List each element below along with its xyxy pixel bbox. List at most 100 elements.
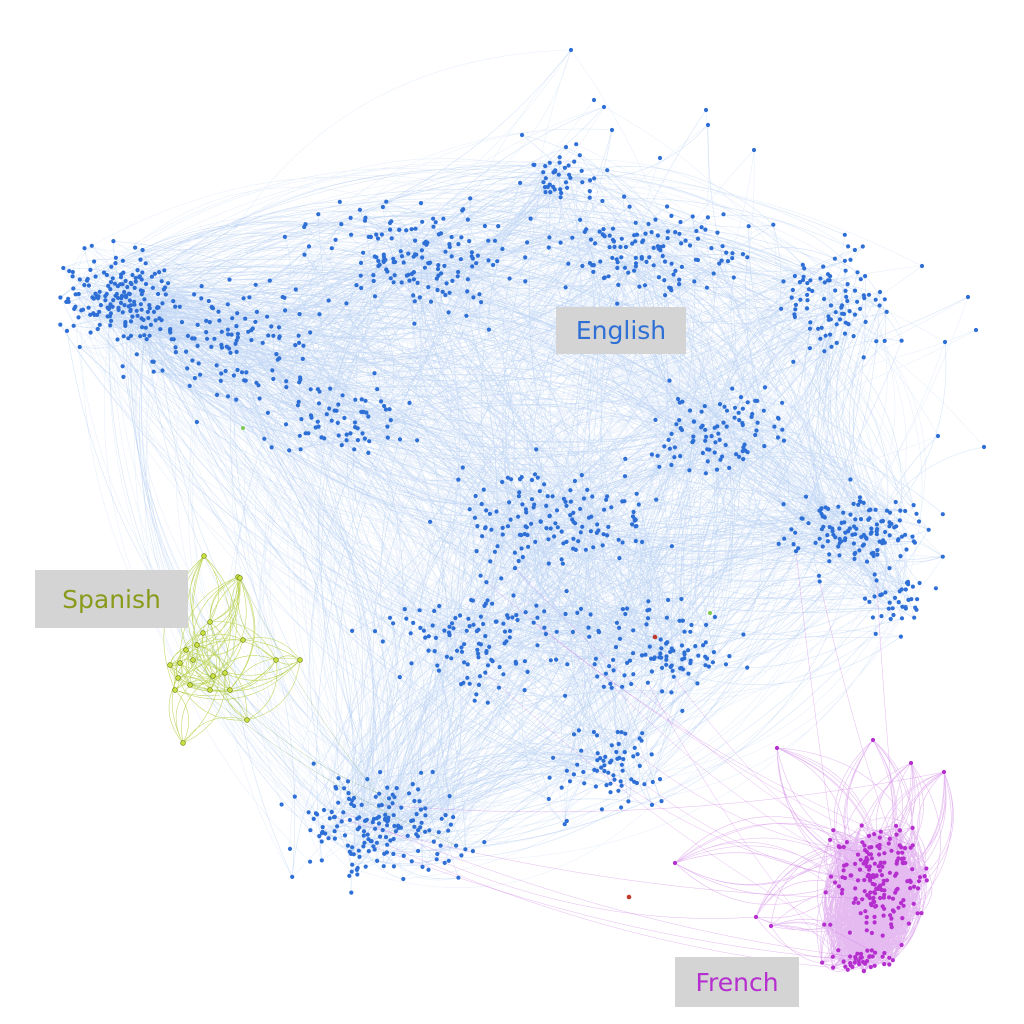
graph-node xyxy=(522,531,527,537)
graph-node xyxy=(297,433,302,438)
graph-node xyxy=(732,415,737,420)
graph-node xyxy=(529,477,535,483)
graph-node xyxy=(672,860,678,866)
graph-node xyxy=(411,818,416,823)
graph-node xyxy=(829,344,834,349)
graph-node xyxy=(589,514,594,519)
graph-node xyxy=(886,841,891,846)
graph-node xyxy=(128,307,133,312)
graph-node xyxy=(209,304,214,310)
graph-node xyxy=(543,631,549,637)
graph-node xyxy=(546,537,551,542)
graph-node xyxy=(789,527,794,532)
graph-node xyxy=(383,835,389,840)
graph-node xyxy=(140,270,145,275)
graph-node xyxy=(316,212,321,217)
graph-node xyxy=(332,814,337,820)
graph-node xyxy=(308,413,314,418)
graph-node xyxy=(619,236,624,241)
graph-node xyxy=(132,285,137,290)
graph-node xyxy=(826,314,831,319)
graph-node xyxy=(85,276,90,282)
graph-node xyxy=(559,529,564,534)
graph-node xyxy=(625,660,630,666)
graph-node xyxy=(470,256,475,261)
graph-node xyxy=(327,816,332,821)
graph-node xyxy=(333,784,338,790)
graph-node xyxy=(297,312,302,317)
graph-node xyxy=(134,308,139,313)
graph-node xyxy=(658,248,663,253)
graph-node xyxy=(354,283,359,288)
graph-node xyxy=(601,758,606,763)
graph-node xyxy=(827,559,832,564)
graph-node xyxy=(820,544,825,549)
graph-node xyxy=(877,846,882,851)
graph-node xyxy=(142,297,147,302)
graph-node xyxy=(240,637,246,643)
graph-node xyxy=(630,514,636,519)
graph-node xyxy=(271,376,276,382)
graph-node xyxy=(214,392,220,397)
graph-node xyxy=(411,277,416,282)
graph-node xyxy=(110,276,115,281)
graph-node xyxy=(485,663,491,668)
graph-node xyxy=(326,836,331,841)
graph-node xyxy=(364,410,369,415)
graph-node xyxy=(179,320,185,325)
graph-node xyxy=(558,195,563,200)
bridge-edges xyxy=(169,551,945,968)
graph-node xyxy=(142,333,147,338)
graph-node xyxy=(195,343,200,348)
graph-node xyxy=(231,373,236,378)
graph-node xyxy=(88,267,93,272)
graph-node xyxy=(745,665,750,670)
graph-node xyxy=(497,665,502,670)
graph-node xyxy=(761,408,766,413)
graph-node xyxy=(461,207,466,212)
graph-node xyxy=(109,318,114,323)
graph-node xyxy=(326,298,331,303)
graph-node xyxy=(687,408,693,413)
graph-node xyxy=(696,653,701,658)
graph-node xyxy=(532,162,537,167)
graph-node xyxy=(98,303,103,308)
graph-node xyxy=(173,304,178,309)
graph-node xyxy=(273,657,279,663)
graph-node xyxy=(409,227,414,232)
graph-node xyxy=(161,287,166,292)
graph-node xyxy=(600,232,605,237)
graph-node xyxy=(350,845,355,850)
graph-node xyxy=(122,303,127,308)
graph-node xyxy=(207,687,213,693)
graph-node xyxy=(642,283,648,288)
graph-node xyxy=(813,540,818,546)
graph-node xyxy=(391,813,396,818)
graph-node xyxy=(441,216,446,221)
graph-node xyxy=(311,816,316,822)
graph-node xyxy=(554,657,559,662)
graph-node xyxy=(627,204,632,209)
graph-node xyxy=(422,265,427,270)
graph-node xyxy=(859,823,864,828)
graph-node xyxy=(439,816,444,821)
graph-node xyxy=(665,229,671,234)
graph-node xyxy=(622,194,627,199)
graph-node xyxy=(393,829,398,834)
graph-node xyxy=(873,631,878,637)
graph-node xyxy=(855,951,860,956)
graph-node xyxy=(712,450,717,455)
graph-node xyxy=(135,313,140,318)
graph-node xyxy=(845,967,850,972)
graph-node xyxy=(237,575,243,581)
graph-node xyxy=(241,426,245,430)
graph-node xyxy=(670,668,675,673)
graph-node xyxy=(299,417,304,422)
graph-node xyxy=(412,299,417,304)
graph-node xyxy=(623,731,628,736)
graph-node xyxy=(518,180,523,185)
graph-node xyxy=(138,302,143,307)
graph-node xyxy=(579,473,584,478)
graph-node xyxy=(823,890,828,895)
graph-node xyxy=(658,651,663,656)
